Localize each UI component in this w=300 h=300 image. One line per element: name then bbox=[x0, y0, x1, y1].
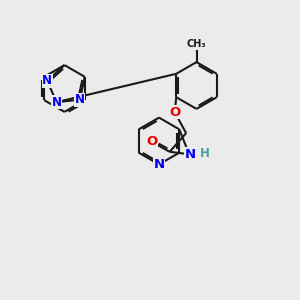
Text: N: N bbox=[153, 158, 165, 172]
Text: O: O bbox=[146, 135, 157, 148]
Text: O: O bbox=[169, 106, 180, 119]
Text: H: H bbox=[200, 147, 210, 160]
Text: N: N bbox=[52, 96, 61, 109]
Text: N: N bbox=[42, 74, 52, 87]
Text: N: N bbox=[75, 93, 85, 106]
Text: N: N bbox=[185, 148, 196, 161]
Text: CH₃: CH₃ bbox=[187, 39, 206, 49]
